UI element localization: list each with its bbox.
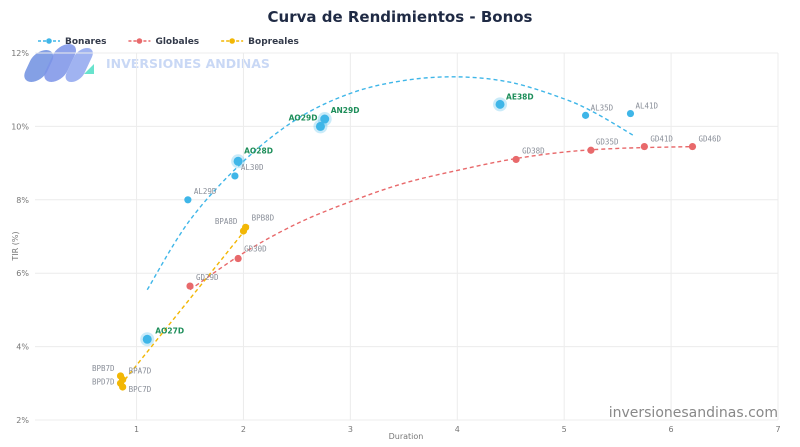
x-tick-label: 1: [134, 425, 139, 434]
point-label: GD46D: [698, 135, 721, 144]
y-tick-label: 12%: [11, 49, 29, 58]
trend-line-bonares: [146, 76, 635, 291]
data-point-ao28d[interactable]: [233, 156, 243, 166]
legend-swatch-dot: [229, 38, 235, 44]
chart-title: Curva de Rendimientos - Bonos: [268, 8, 533, 26]
y-tick-label: 6%: [16, 269, 29, 278]
point-label: GD35D: [596, 137, 619, 146]
point-label: AL30D: [241, 163, 264, 172]
point-label: GD30D: [244, 245, 267, 254]
data-point-al30d[interactable]: [231, 172, 239, 180]
point-label: AE38D: [506, 92, 534, 101]
x-axis-label: Duration: [389, 432, 424, 441]
point-label: BPC7D: [129, 385, 152, 394]
y-tick-label: 10%: [11, 122, 29, 131]
point-label: GD38D: [522, 146, 545, 155]
axes: 2% 4% 6% 8% 10% 12% 1 2 3 4 5 6 7: [11, 49, 780, 434]
data-point-bpc7d[interactable]: [119, 383, 127, 391]
data-point-gd30d[interactable]: [234, 254, 242, 263]
logo-accent: [84, 64, 94, 74]
data-points: [116, 97, 697, 391]
legend-item-globales[interactable]: Globales: [155, 37, 199, 47]
legend-item-bonares[interactable]: Bonares: [65, 37, 106, 47]
x-tick-label: 7: [775, 425, 780, 434]
point-label: GD29D: [196, 273, 219, 282]
point-label: AL35D: [591, 103, 614, 112]
y-tick-label: 2%: [16, 416, 29, 425]
watermark-logo: [24, 44, 94, 82]
data-point-bpb8d[interactable]: [242, 223, 250, 231]
y-axis-label: TIR (%): [11, 231, 20, 261]
point-label: BPA7D: [129, 367, 152, 376]
legend-item-bopreales[interactable]: Bopreales: [248, 37, 299, 47]
data-point-an29d[interactable]: [320, 114, 330, 124]
point-label: BPA8D: [215, 217, 238, 226]
data-point-ae38d[interactable]: [495, 99, 505, 109]
grid: [35, 52, 779, 421]
trend-lines: [119, 76, 693, 386]
data-point-al41d[interactable]: [626, 109, 635, 118]
legend-swatch-dot: [136, 38, 143, 44]
logo-bar-3: [65, 48, 93, 82]
data-point-gd46d[interactable]: [688, 142, 697, 151]
trend-line-globales: [189, 145, 693, 291]
point-labels: AO27D AL29D AL30D AO28D AO29D AN29D AE38D AL35D…: [92, 92, 722, 394]
point-label: AO28D: [244, 146, 273, 155]
point-label: AL29D: [194, 187, 217, 196]
x-tick-label: 4: [455, 425, 460, 434]
x-tick-label: 5: [562, 425, 567, 434]
trend-line-bopreales: [119, 225, 250, 386]
x-tick-label: 6: [669, 425, 674, 434]
data-point-ao29d[interactable]: [315, 121, 325, 131]
watermark-site: inversionesandinas.com: [609, 405, 778, 421]
x-tick-label: 2: [241, 425, 246, 434]
point-label: BPB8D: [252, 213, 275, 222]
point-label: AN29D: [331, 106, 360, 115]
y-tick-label: 8%: [16, 196, 29, 205]
point-label: AL41D: [635, 102, 658, 111]
data-point-gd38d[interactable]: [512, 155, 520, 164]
watermark-brand: INVERSIONES ANDINAS: [106, 56, 270, 71]
data-point-al35d[interactable]: [581, 111, 590, 119]
point-label: AO27D: [155, 326, 184, 335]
data-point-al29d[interactable]: [184, 196, 192, 204]
data-point-gd35d[interactable]: [587, 146, 595, 154]
logo-bar-1: [24, 50, 54, 82]
point-label: AO29D: [289, 113, 318, 122]
y-tick-label: 4%: [16, 343, 29, 352]
point-label: BPD7D: [92, 377, 115, 386]
legend-swatch-dot: [46, 38, 52, 44]
data-point-gd41d[interactable]: [640, 142, 648, 151]
point-label: GD41D: [650, 135, 673, 144]
data-point-ao27d[interactable]: [142, 334, 152, 344]
x-tick-label: 3: [348, 425, 353, 434]
point-label: BPB7D: [92, 364, 115, 373]
data-point-gd29d[interactable]: [186, 282, 194, 290]
legend: Bonares Globales Bopreales: [38, 37, 299, 47]
